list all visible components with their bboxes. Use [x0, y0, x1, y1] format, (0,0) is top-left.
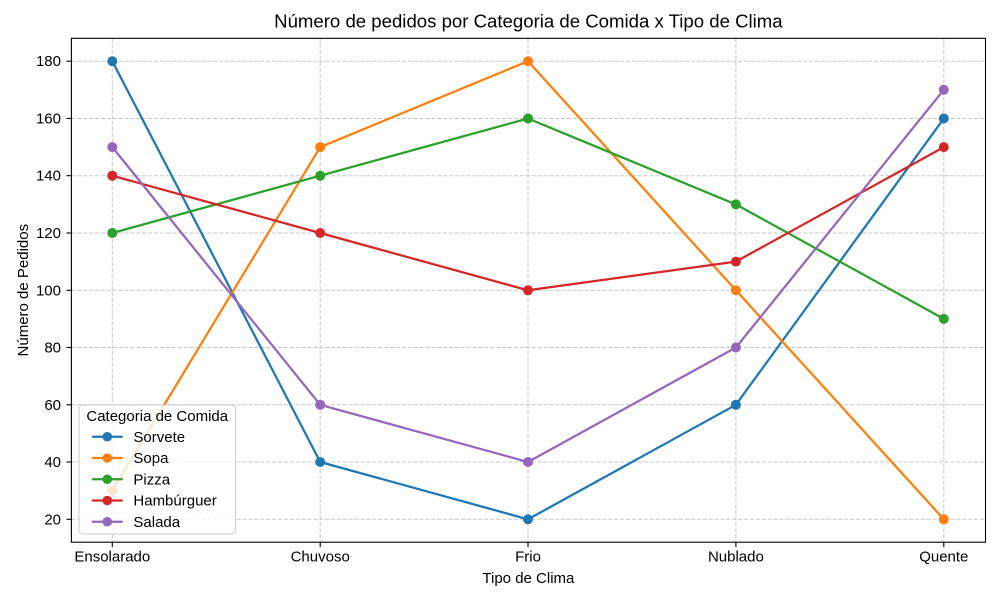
- svg-text:60: 60: [44, 397, 61, 414]
- svg-text:Frio: Frio: [515, 549, 541, 566]
- svg-text:Número de Pedidos: Número de Pedidos: [15, 224, 32, 357]
- svg-text:Chuvoso: Chuvoso: [291, 549, 350, 566]
- svg-text:Categoria de Comida: Categoria de Comida: [86, 408, 228, 425]
- svg-text:Nublado: Nublado: [708, 549, 764, 566]
- svg-text:Sorvete: Sorvete: [133, 429, 185, 446]
- svg-text:Tipo de Clima: Tipo de Clima: [482, 570, 575, 587]
- svg-text:100: 100: [36, 282, 61, 299]
- svg-text:20: 20: [44, 511, 61, 528]
- svg-text:Pizza: Pizza: [133, 471, 170, 488]
- svg-text:160: 160: [36, 111, 61, 128]
- svg-text:40: 40: [44, 454, 61, 471]
- svg-text:180: 180: [36, 53, 61, 70]
- svg-text:Sopa: Sopa: [133, 450, 169, 467]
- svg-text:80: 80: [44, 340, 61, 357]
- svg-text:Ensolarado: Ensolarado: [74, 549, 150, 566]
- svg-text:Número de pedidos por Categori: Número de pedidos por Categoria de Comid…: [274, 11, 783, 32]
- svg-text:120: 120: [36, 225, 61, 242]
- svg-text:Hambúrguer: Hambúrguer: [133, 493, 216, 510]
- svg-text:Quente: Quente: [919, 549, 968, 566]
- svg-text:Salada: Salada: [133, 514, 180, 531]
- svg-text:140: 140: [36, 168, 61, 185]
